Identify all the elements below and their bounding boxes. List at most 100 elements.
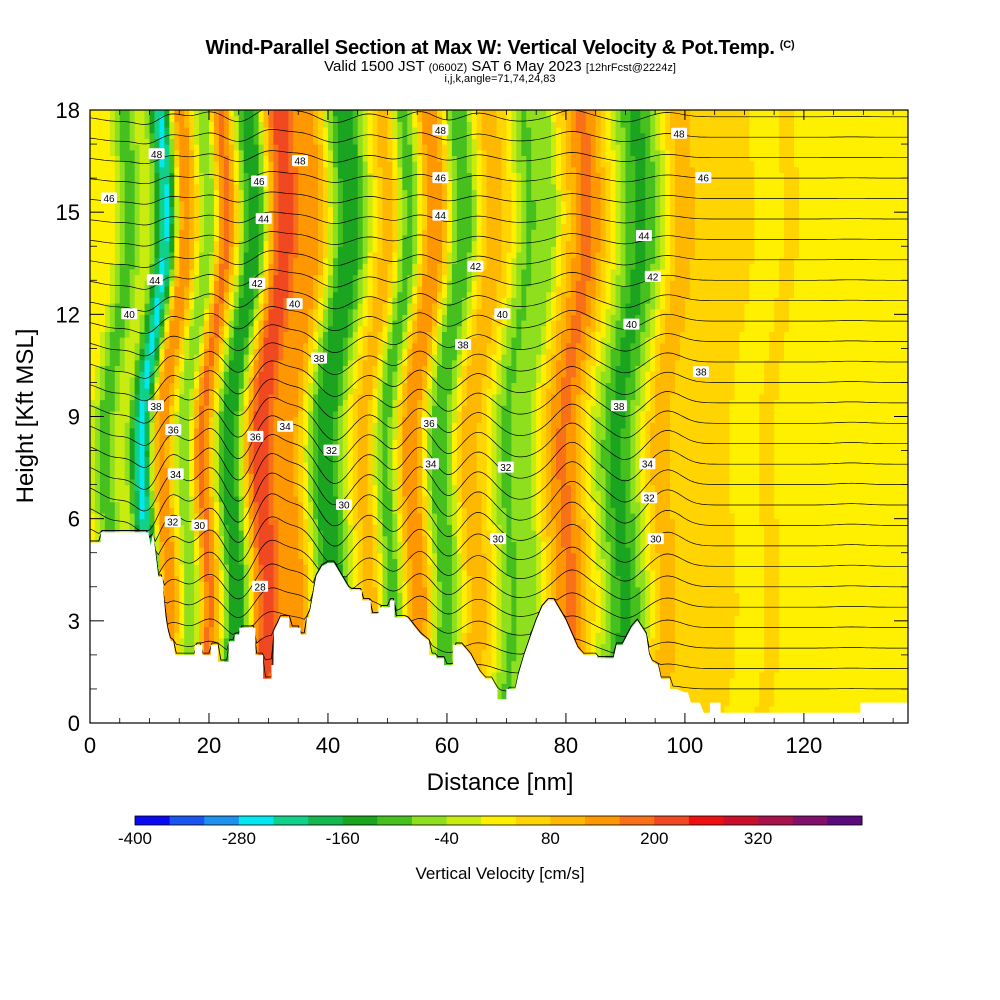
velocity-cell xyxy=(551,416,562,423)
velocity-cell xyxy=(481,660,493,667)
velocity-cell xyxy=(159,524,170,531)
velocity-cell xyxy=(506,399,512,406)
velocity-cell xyxy=(129,461,136,469)
velocity-cell xyxy=(109,490,116,497)
velocity-cell xyxy=(585,524,592,531)
velocity-cell xyxy=(174,620,180,628)
velocity-cell xyxy=(367,478,374,486)
velocity-cell xyxy=(531,495,537,503)
velocity-cell xyxy=(422,399,428,406)
velocity-cell xyxy=(560,405,572,412)
velocity-cell xyxy=(213,569,220,577)
velocity-cell xyxy=(352,456,359,463)
velocity-cell xyxy=(372,439,379,446)
velocity-cell xyxy=(129,490,136,497)
velocity-cell xyxy=(486,598,493,605)
velocity-cell xyxy=(94,456,101,463)
velocity-cell xyxy=(595,461,602,469)
velocity-cell xyxy=(208,632,215,639)
velocity-cell xyxy=(248,473,255,480)
velocity-cell xyxy=(496,586,503,594)
velocity-cell xyxy=(432,473,448,480)
velocity-cell xyxy=(427,518,433,525)
velocity-cell xyxy=(303,405,309,412)
velocity-cell xyxy=(119,507,131,514)
velocity-cell xyxy=(600,592,607,599)
velocity-cell xyxy=(600,456,612,463)
velocity-cell xyxy=(184,626,195,633)
velocity-cell xyxy=(402,456,418,463)
velocity-cell xyxy=(670,461,731,469)
velocity-cell xyxy=(575,467,582,474)
velocity-cell xyxy=(764,637,780,645)
velocity-cell xyxy=(441,620,453,628)
velocity-cell xyxy=(476,484,488,491)
velocity-cell xyxy=(273,581,279,588)
velocity-cell xyxy=(248,620,255,628)
velocity-cell xyxy=(580,649,587,656)
velocity-cell xyxy=(248,518,255,525)
velocity-cell xyxy=(94,512,101,520)
velocity-cell xyxy=(199,620,205,628)
velocity-cell xyxy=(650,552,661,559)
velocity-cell xyxy=(213,620,220,628)
velocity-cell xyxy=(600,603,607,611)
velocity-cell xyxy=(759,694,775,701)
velocity-cell xyxy=(352,484,359,491)
velocity-cell xyxy=(610,564,617,571)
velocity-cell xyxy=(590,524,597,531)
velocity-cell xyxy=(124,427,131,435)
velocity-cell xyxy=(293,444,299,452)
velocity-cell xyxy=(650,444,671,452)
velocity-cell xyxy=(298,456,304,463)
velocity-cell xyxy=(471,575,488,582)
velocity-cell xyxy=(645,467,651,474)
velocity-cell xyxy=(491,501,498,508)
velocity-cell xyxy=(575,643,582,650)
velocity-cell xyxy=(774,507,908,514)
velocity-cell xyxy=(580,530,587,537)
velocity-cell xyxy=(541,444,547,452)
velocity-cell xyxy=(199,541,205,548)
velocity-cell xyxy=(248,535,255,542)
velocity-cell xyxy=(223,603,230,611)
velocity-cell xyxy=(531,524,537,531)
velocity-cell xyxy=(392,450,398,457)
velocity-cell xyxy=(501,643,508,650)
velocity-cell xyxy=(481,649,493,656)
velocity-cell xyxy=(392,416,398,423)
velocity-cell xyxy=(273,524,279,531)
velocity-cell xyxy=(174,541,180,548)
velocity-cell xyxy=(144,450,151,457)
velocity-cell xyxy=(392,427,398,435)
velocity-cell xyxy=(739,598,765,605)
velocity-cell xyxy=(461,484,478,491)
velocity-cell xyxy=(451,603,458,611)
velocity-cell xyxy=(759,405,775,412)
velocity-cell xyxy=(432,490,448,497)
velocity-cell xyxy=(208,490,215,497)
velocity-cell xyxy=(337,518,344,525)
velocity-cell xyxy=(298,422,304,429)
velocity-cell xyxy=(357,444,369,452)
velocity-cell xyxy=(308,478,314,486)
velocity-cell xyxy=(779,586,908,594)
velocity-cell xyxy=(461,410,483,418)
velocity-cell xyxy=(184,564,195,571)
velocity-cell xyxy=(313,456,319,463)
velocity-cell xyxy=(461,512,468,520)
velocity-cell xyxy=(456,541,463,548)
velocity-cell xyxy=(347,490,354,497)
velocity-cell xyxy=(352,461,359,469)
velocity-cell xyxy=(318,501,339,508)
velocity-cell xyxy=(134,450,141,457)
velocity-cell xyxy=(590,649,597,656)
velocity-cell xyxy=(114,518,121,525)
velocity-cell xyxy=(233,422,240,429)
velocity-cell xyxy=(759,490,775,497)
velocity-cell xyxy=(585,620,592,628)
velocity-cell xyxy=(337,530,344,537)
velocity-cell xyxy=(427,541,433,548)
velocity-cell xyxy=(223,484,235,491)
